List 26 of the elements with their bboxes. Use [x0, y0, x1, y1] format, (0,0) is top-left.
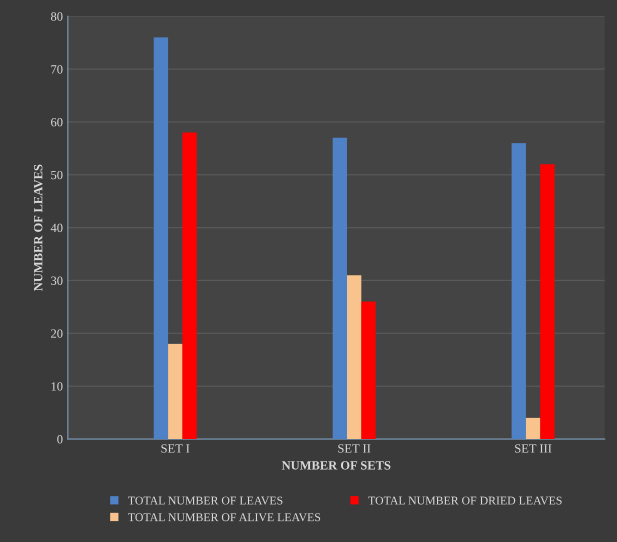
x-tick-label: SET I — [161, 444, 190, 453]
y-tick-label: 80 — [50, 12, 63, 21]
y-tick-label: 70 — [51, 65, 63, 74]
x-axis-title: NUMBER OF SETS — [282, 461, 390, 470]
bar — [512, 143, 526, 440]
legend-label: TOTAL NUMBER OF DRIED LEAVES — [368, 496, 562, 505]
y-tick-label: 30 — [51, 276, 63, 285]
y-tick-label: 40 — [50, 224, 63, 232]
bar — [154, 37, 168, 440]
y-tick-label: 50 — [51, 170, 63, 180]
x-tick-label: SET II — [338, 444, 370, 453]
y-axis-title: NUMBER OF LEAVES — [34, 164, 42, 291]
x-tick-label: SET III — [515, 444, 552, 453]
legend-label: TOTAL NUMBER OF LEAVES — [128, 496, 282, 505]
bar — [361, 302, 376, 440]
y-tick-label: 10 — [52, 382, 63, 391]
bar — [168, 344, 182, 440]
bar — [182, 132, 197, 440]
y-tick-label: 20 — [51, 329, 63, 338]
bar — [347, 275, 362, 440]
bar — [540, 164, 555, 440]
legend-label: TOTAL NUMBER OF ALIVE LEAVES — [128, 513, 320, 522]
bar — [332, 138, 347, 440]
y-tick-label: 0 — [57, 435, 63, 444]
bar — [526, 418, 540, 440]
y-tick-label: 60 — [51, 118, 63, 126]
